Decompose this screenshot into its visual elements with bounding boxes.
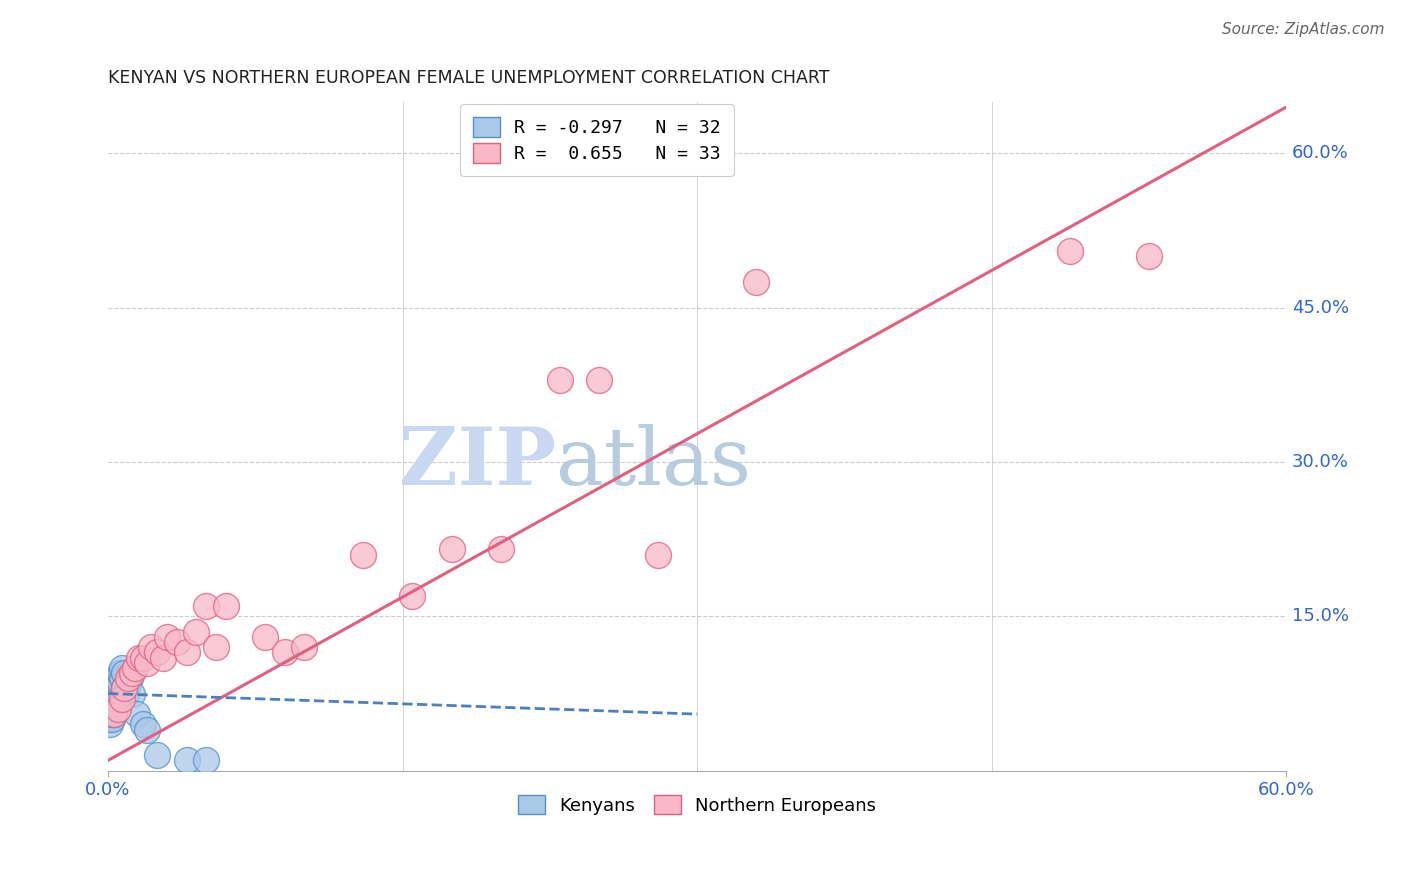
Point <box>104 697 127 711</box>
Point <box>352 548 374 562</box>
Point <box>111 671 134 685</box>
Point <box>156 630 179 644</box>
Point <box>117 671 139 685</box>
Point <box>107 691 129 706</box>
Point <box>98 712 121 726</box>
Point <box>112 665 135 680</box>
Point <box>112 681 135 696</box>
Point <box>107 671 129 685</box>
Point <box>146 748 169 763</box>
Point <box>152 650 174 665</box>
Point <box>114 687 136 701</box>
Point <box>117 676 139 690</box>
Point <box>101 702 124 716</box>
Point <box>108 665 131 680</box>
Text: atlas: atlas <box>555 424 751 502</box>
Point <box>186 624 208 639</box>
Point <box>489 542 512 557</box>
Point <box>274 645 297 659</box>
Point <box>111 691 134 706</box>
Point <box>124 661 146 675</box>
Point <box>745 275 768 289</box>
Point <box>292 640 315 655</box>
Point <box>104 681 127 696</box>
Text: Source: ZipAtlas.com: Source: ZipAtlas.com <box>1222 22 1385 37</box>
Point <box>107 702 129 716</box>
Point <box>103 702 125 716</box>
Point <box>1059 244 1081 259</box>
Point <box>1137 249 1160 263</box>
Point <box>111 661 134 675</box>
Point <box>588 373 610 387</box>
Point <box>132 717 155 731</box>
Point <box>166 635 188 649</box>
Point <box>146 645 169 659</box>
Text: 45.0%: 45.0% <box>1292 299 1350 317</box>
Point <box>98 707 121 722</box>
Point <box>141 640 163 655</box>
Point <box>136 723 159 737</box>
Text: 30.0%: 30.0% <box>1292 453 1348 471</box>
Point <box>548 373 571 387</box>
Point <box>112 681 135 696</box>
Text: 15.0%: 15.0% <box>1292 607 1350 625</box>
Text: 60.0%: 60.0% <box>1292 145 1348 162</box>
Point <box>132 650 155 665</box>
Point <box>101 697 124 711</box>
Point <box>121 687 143 701</box>
Point <box>647 548 669 562</box>
Point <box>205 640 228 655</box>
Point <box>103 707 125 722</box>
Point <box>254 630 277 644</box>
Point <box>215 599 238 613</box>
Text: ZIP: ZIP <box>399 424 555 502</box>
Point <box>98 717 121 731</box>
Point <box>401 589 423 603</box>
Point <box>103 691 125 706</box>
Point <box>121 665 143 680</box>
Point <box>176 645 198 659</box>
Point <box>101 712 124 726</box>
Point <box>176 753 198 767</box>
Point <box>127 707 149 722</box>
Point <box>104 687 127 701</box>
Point <box>128 650 150 665</box>
Point <box>118 671 141 685</box>
Point <box>101 707 124 722</box>
Point <box>195 753 218 767</box>
Text: KENYAN VS NORTHERN EUROPEAN FEMALE UNEMPLOYMENT CORRELATION CHART: KENYAN VS NORTHERN EUROPEAN FEMALE UNEMP… <box>108 69 830 87</box>
Point <box>136 656 159 670</box>
Point <box>107 681 129 696</box>
Point <box>103 707 125 722</box>
Point <box>108 676 131 690</box>
Point <box>440 542 463 557</box>
Legend: Kenyans, Northern Europeans: Kenyans, Northern Europeans <box>510 788 883 822</box>
Point <box>195 599 218 613</box>
